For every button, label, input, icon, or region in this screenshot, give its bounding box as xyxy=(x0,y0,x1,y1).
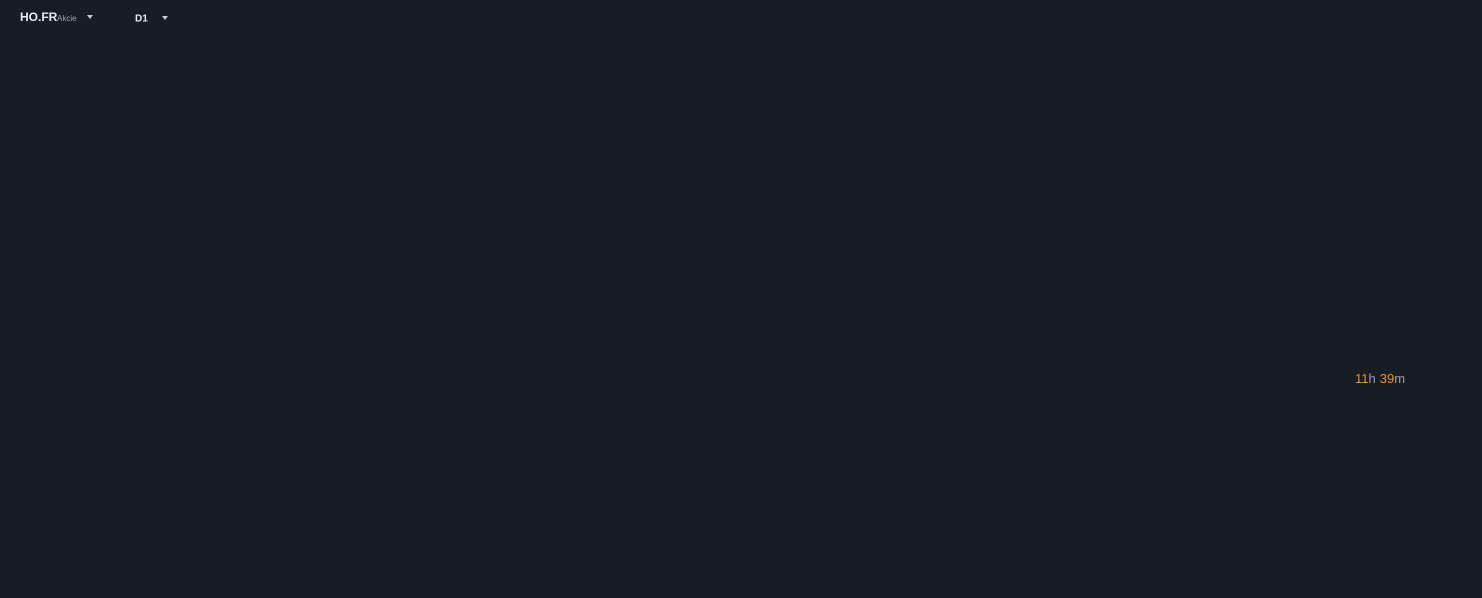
symbol[interactable]: HO.FR xyxy=(20,10,58,24)
countdown-m: m xyxy=(1394,371,1405,386)
countdown-minutes: 39 xyxy=(1380,371,1394,386)
symbol-dropdown[interactable] xyxy=(87,15,93,19)
timeframe[interactable]: D1 xyxy=(135,14,148,25)
countdown-h: h xyxy=(1369,371,1376,386)
countdown-hours: 11 xyxy=(1355,371,1369,386)
instrument-type: Akcie xyxy=(57,14,77,23)
countdown: 11h 39m xyxy=(1355,371,1405,386)
timeframe-dropdown[interactable] xyxy=(162,16,168,20)
